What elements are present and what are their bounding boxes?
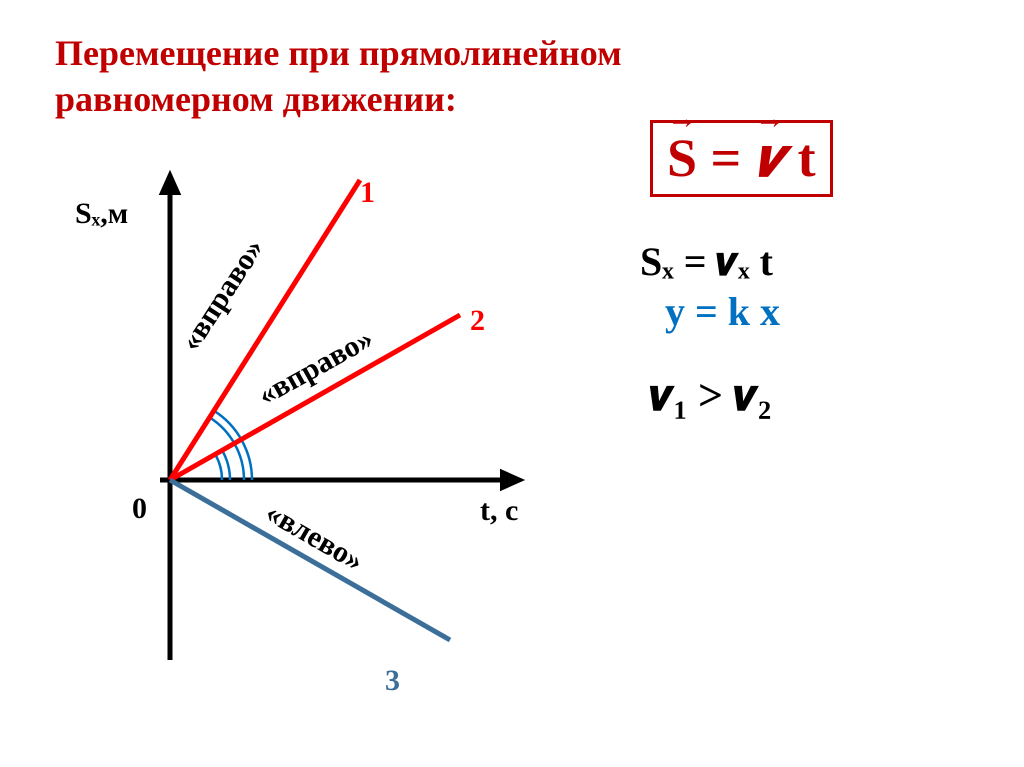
line-2-num: 2 [470, 304, 485, 337]
formula-v1v2: 𝒗₁ > 𝒗₂ [650, 370, 771, 421]
slide-title: Перемещение при прямолинейном равномерно… [55, 30, 622, 122]
formula-main-v: 𝒗 [755, 128, 784, 188]
line-3-num: 3 [385, 664, 400, 697]
formula-main: S → = 𝒗 → t [650, 120, 833, 197]
title-line1: Перемещение при прямолинейном [55, 30, 622, 76]
angle-arc-2a [215, 454, 222, 480]
chart-svg: t, сSₓ,м0«вправо»1«вправо»2«влево»3 [60, 150, 580, 710]
x-axis-label: t, с [480, 494, 518, 527]
y-axis-label: Sₓ,м [75, 197, 128, 230]
x-axis-arrow [500, 469, 525, 492]
origin-label: 0 [132, 492, 147, 525]
line-3 [170, 480, 450, 640]
formula-main-t: t [798, 128, 816, 188]
chart: t, сSₓ,м0«вправо»1«вправо»2«влево»3 [60, 150, 580, 710]
line-1-label: «вправо» [174, 233, 270, 357]
formula-main-eq: = [711, 128, 755, 188]
line-1-num: 1 [360, 176, 375, 209]
angle-arc-2b [222, 450, 230, 480]
formula-ykx: y = k x [665, 288, 780, 335]
line-2 [170, 315, 460, 480]
title-line2: равномерном движении: [55, 76, 622, 122]
y-axis-arrow [159, 170, 182, 195]
formula-sx: Sₓ = 𝒗ₓ t [640, 238, 773, 285]
formula-main-s: S [667, 128, 697, 188]
